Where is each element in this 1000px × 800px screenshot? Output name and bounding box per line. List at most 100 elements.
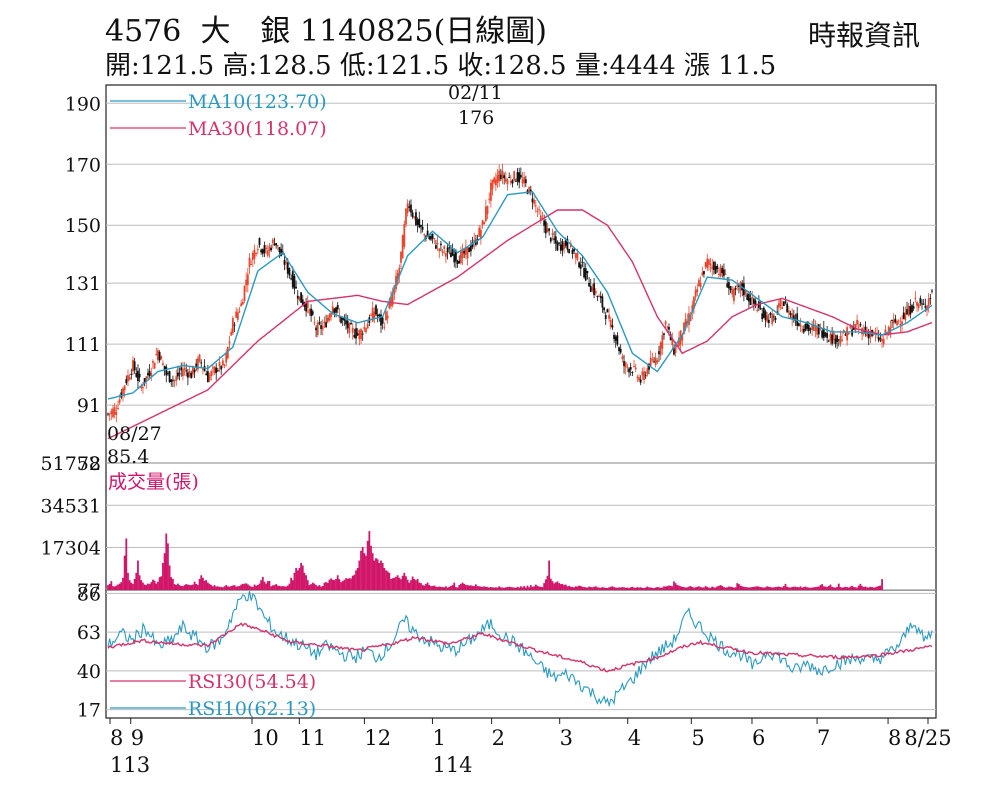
volume-bar	[356, 567, 359, 590]
candle-body	[363, 326, 366, 330]
volume-bar	[225, 585, 228, 590]
volume-bar	[679, 586, 682, 590]
candle-body	[140, 386, 143, 389]
candle-body	[310, 308, 312, 317]
candle-body	[877, 337, 880, 341]
volume-bar	[641, 587, 644, 590]
candle-body	[411, 212, 414, 217]
candle-body	[458, 260, 461, 264]
candle-body	[278, 247, 281, 253]
candle-body	[744, 290, 747, 294]
volume-bar	[163, 553, 166, 590]
volume-bar	[353, 574, 356, 590]
volume-bar	[251, 587, 254, 590]
candle-body	[191, 365, 194, 375]
candle-body	[335, 307, 337, 313]
volume-bar	[365, 555, 367, 590]
volume-bar	[611, 586, 614, 590]
volume-bar	[383, 567, 386, 590]
volume-bar	[355, 570, 357, 590]
volume-bar	[569, 586, 572, 590]
candle-body	[430, 236, 432, 240]
volume-bar	[220, 587, 223, 590]
volume-bar	[281, 586, 284, 590]
volume-bar	[228, 586, 231, 590]
candle-body	[488, 198, 491, 200]
candle-body	[330, 313, 332, 318]
price-y-tick: 170	[65, 154, 101, 176]
volume-bar	[573, 587, 576, 590]
candle-body	[160, 356, 163, 360]
volume-bar	[112, 586, 114, 590]
volume-bar	[145, 585, 148, 590]
volume-bar	[713, 587, 715, 590]
volume-bar	[445, 586, 447, 590]
volume-bar	[476, 586, 479, 590]
volume-bar	[649, 587, 652, 590]
volume-bar	[846, 587, 849, 590]
candle-body	[704, 262, 707, 267]
volume-bar	[190, 585, 193, 590]
candle-body	[108, 413, 111, 415]
gridlines	[106, 102, 936, 711]
candle-body	[328, 314, 331, 321]
candle-body	[701, 272, 704, 276]
volume-bar	[458, 585, 461, 590]
annotation-high-date: 02/11	[448, 82, 503, 104]
volume-bar	[638, 587, 640, 590]
candle-body	[483, 222, 486, 225]
candle-body	[255, 253, 258, 255]
volume-bar	[489, 587, 492, 590]
candle-body	[138, 373, 141, 378]
volume-bar	[206, 582, 209, 590]
volume-bar	[777, 586, 780, 590]
candle-body	[852, 327, 855, 330]
volume-bar	[669, 585, 672, 590]
volume-bar	[869, 586, 872, 590]
volume-bar	[157, 581, 159, 590]
date-tag: 1140825(日線圖)	[299, 14, 548, 49]
volume-bar	[298, 567, 301, 590]
candle-body	[248, 257, 251, 268]
candle-body	[881, 338, 883, 342]
candle-body	[246, 274, 249, 285]
volume-bar	[764, 587, 767, 590]
candle-body	[371, 307, 374, 322]
volume-bar	[804, 586, 807, 590]
candle-body	[305, 303, 307, 312]
candle-body	[381, 317, 384, 324]
candle-body	[641, 371, 644, 376]
volume-bar	[346, 578, 349, 590]
volume-bar	[842, 587, 845, 590]
volume-bar	[789, 587, 792, 590]
candle-body	[752, 298, 755, 304]
volume-bar	[265, 583, 268, 590]
candle-body	[539, 215, 542, 221]
candle-body	[440, 243, 442, 246]
volume-bar	[455, 587, 457, 590]
volume-bar	[514, 587, 517, 590]
candle-body	[361, 333, 364, 335]
volume-bar	[877, 586, 880, 590]
volume-bar	[285, 586, 288, 590]
volume-bar	[701, 587, 704, 590]
candle-body	[323, 321, 326, 324]
candle-body	[721, 268, 724, 274]
volume-bar	[729, 586, 732, 590]
candle-body	[576, 253, 579, 260]
candle-body	[298, 296, 301, 301]
candle-body	[230, 331, 233, 336]
candle-body	[598, 295, 600, 297]
candle-body	[135, 372, 138, 377]
volume-bar	[583, 587, 585, 590]
volume-bar	[646, 586, 649, 590]
volume-bar	[127, 572, 129, 590]
volume-bar	[739, 585, 742, 590]
candle-body	[599, 296, 602, 298]
volume-bar	[243, 583, 246, 590]
volume-bar	[684, 587, 687, 590]
candle-body	[153, 362, 156, 369]
candle-body	[621, 356, 624, 359]
candle-body	[658, 351, 660, 355]
candle-body	[225, 352, 228, 363]
